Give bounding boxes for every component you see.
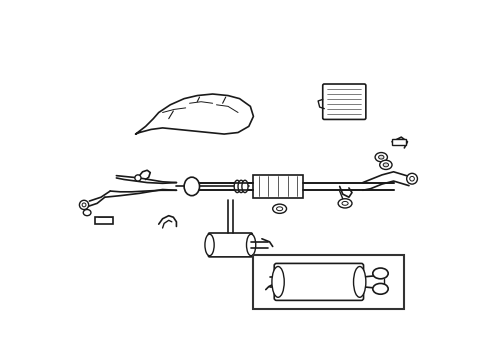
Ellipse shape (234, 180, 241, 193)
Ellipse shape (380, 160, 392, 170)
Ellipse shape (373, 268, 388, 279)
Ellipse shape (184, 177, 199, 195)
Ellipse shape (383, 163, 389, 167)
Ellipse shape (273, 204, 287, 213)
Ellipse shape (238, 180, 244, 193)
Ellipse shape (79, 200, 89, 210)
Ellipse shape (242, 180, 248, 193)
Ellipse shape (338, 199, 352, 208)
Ellipse shape (375, 153, 388, 162)
Ellipse shape (82, 203, 86, 207)
Ellipse shape (353, 266, 366, 297)
FancyBboxPatch shape (274, 264, 364, 300)
Ellipse shape (205, 234, 214, 256)
Ellipse shape (379, 155, 384, 159)
Ellipse shape (246, 234, 256, 256)
FancyBboxPatch shape (323, 84, 366, 120)
Ellipse shape (410, 176, 415, 181)
Ellipse shape (135, 175, 141, 181)
Ellipse shape (342, 202, 348, 205)
Ellipse shape (272, 266, 284, 297)
FancyBboxPatch shape (208, 233, 252, 257)
Ellipse shape (373, 283, 388, 294)
Ellipse shape (407, 173, 417, 184)
Bar (392, 139, 406, 145)
Bar (95, 217, 113, 224)
Bar (253, 255, 404, 309)
Ellipse shape (276, 207, 283, 211)
Bar (253, 175, 303, 198)
Ellipse shape (83, 210, 91, 216)
